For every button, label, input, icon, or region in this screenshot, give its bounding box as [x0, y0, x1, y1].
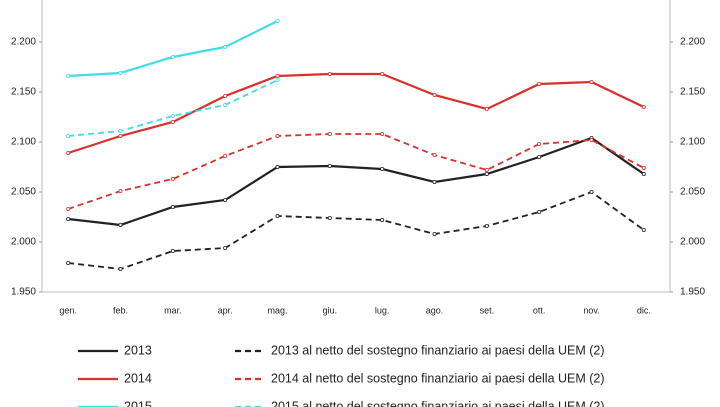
point-marker	[170, 120, 175, 125]
y-tick-label: 1.950	[11, 287, 36, 298]
point-marker	[118, 266, 123, 271]
point-marker	[118, 188, 123, 193]
point-marker	[327, 72, 332, 77]
point-marker	[484, 167, 489, 172]
point-marker	[589, 137, 594, 142]
point-marker	[641, 105, 646, 110]
point-marker	[432, 93, 437, 98]
y-tick-label: 2.150	[11, 87, 36, 98]
point-marker	[170, 176, 175, 181]
y2-tick-label: 2.050	[680, 187, 705, 198]
point-marker	[380, 166, 385, 171]
point-marker	[380, 72, 385, 77]
point-marker	[66, 260, 71, 265]
series-line	[68, 136, 645, 227]
x-tick-label: apr.	[218, 305, 233, 315]
y2-tick-label: 2.200	[680, 37, 705, 48]
point-marker	[275, 18, 280, 23]
point-marker	[66, 133, 71, 138]
point-marker	[223, 94, 228, 99]
point-marker	[223, 45, 228, 50]
series-line	[67, 72, 645, 155]
point-marker	[275, 78, 280, 83]
point-marker	[275, 164, 280, 169]
point-marker	[641, 171, 646, 176]
point-marker	[537, 154, 542, 159]
point-marker	[589, 189, 594, 194]
legend-label: 2013 al netto del sostegno finanziario a…	[271, 343, 605, 357]
point-marker	[66, 74, 71, 79]
x-tick-label: mar.	[164, 305, 182, 315]
point-marker	[432, 231, 437, 236]
point-marker	[118, 133, 123, 138]
x-tick-label: giu.	[323, 305, 338, 315]
y-tick-label: 2.100	[11, 137, 36, 148]
plot-frame	[41, 0, 671, 293]
point-marker	[170, 114, 175, 119]
point-marker	[327, 163, 332, 168]
x-tick-label: ott.	[533, 305, 546, 315]
point-marker	[537, 141, 542, 146]
point-marker	[223, 245, 228, 250]
x-tick-label: set.	[480, 305, 495, 315]
point-marker	[223, 197, 228, 202]
point-marker	[66, 206, 71, 211]
point-marker	[432, 152, 437, 157]
point-marker	[484, 107, 489, 112]
x-tick-label: dic.	[637, 305, 651, 315]
x-tick-label: ago.	[426, 305, 444, 315]
series-line	[68, 79, 278, 137]
legend-label: 2015	[124, 399, 152, 407]
point-marker	[170, 55, 175, 60]
series-line	[67, 133, 645, 210]
point-marker	[170, 248, 175, 253]
x-tick-label: gen.	[59, 305, 77, 315]
point-marker	[327, 131, 332, 136]
y2-tick-label: 2.100	[680, 137, 705, 148]
x-tick-label: mag.	[267, 305, 287, 315]
point-marker	[484, 223, 489, 228]
series-line	[68, 20, 278, 78]
legend-label: 2013	[124, 343, 152, 357]
point-marker	[118, 128, 123, 133]
point-marker	[275, 213, 280, 218]
point-marker	[170, 204, 175, 209]
point-marker	[432, 179, 437, 184]
series-line	[68, 190, 645, 270]
point-marker	[275, 133, 280, 138]
y-tick-label: 2.000	[11, 237, 36, 248]
point-marker	[275, 74, 280, 79]
point-marker	[537, 209, 542, 214]
point-marker	[380, 131, 385, 136]
point-marker	[484, 171, 489, 176]
point-marker	[223, 153, 228, 158]
legend-label: 2014 al netto del sostegno finanziario a…	[271, 371, 605, 385]
point-marker	[641, 227, 646, 232]
point-marker	[66, 150, 71, 155]
y2-tick-label: 1.950	[680, 287, 705, 298]
y-tick-label: 2.200	[11, 37, 36, 48]
point-marker	[641, 165, 646, 170]
point-marker	[327, 215, 332, 220]
point-marker	[118, 222, 123, 227]
point-marker	[537, 82, 542, 87]
point-marker	[118, 71, 123, 76]
y2-tick-label: 2.000	[680, 237, 705, 248]
point-marker	[66, 216, 71, 221]
x-tick-label: nov.	[583, 305, 599, 315]
point-marker	[223, 103, 228, 108]
x-tick-label: feb.	[113, 305, 128, 315]
x-tick-label: lug.	[375, 305, 390, 315]
point-marker	[380, 217, 385, 222]
y2-tick-label: 2.150	[680, 87, 705, 98]
legend-label: 2015 al netto del sostegno finanziario a…	[271, 399, 605, 407]
y-tick-label: 2.050	[11, 187, 36, 198]
legend-label: 2014	[124, 371, 152, 385]
point-marker	[589, 80, 594, 85]
